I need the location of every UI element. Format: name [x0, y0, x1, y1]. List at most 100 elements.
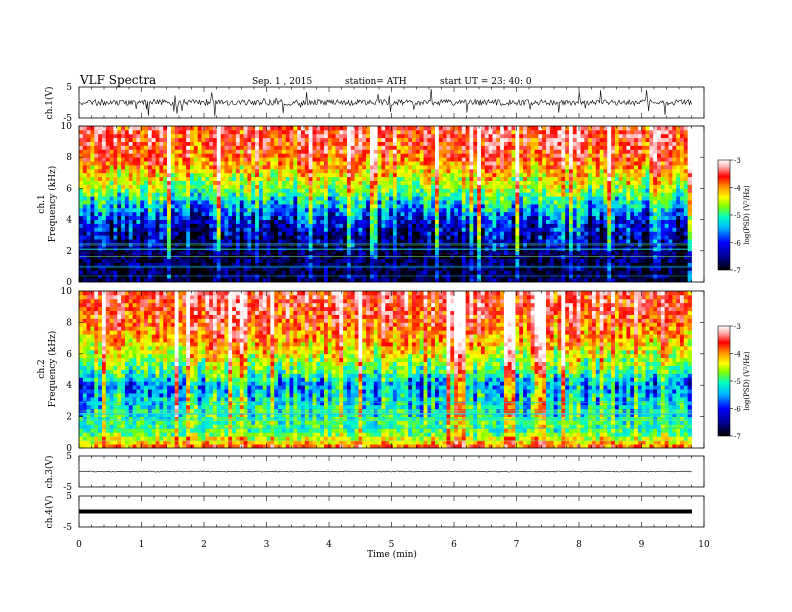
spectrogram-cell	[262, 215, 267, 220]
spectrogram-cell	[396, 274, 401, 279]
spectrogram-cell	[255, 165, 260, 170]
spectrogram-cell	[255, 172, 260, 178]
spectrogram-cell	[170, 129, 176, 135]
spectrogram-cell	[484, 223, 490, 228]
spectrogram-cell	[79, 219, 84, 224]
spectrogram-cell	[511, 215, 516, 220]
spectrogram-cell	[408, 172, 413, 178]
spectrogram-cell	[435, 172, 440, 178]
spectrogram-cell	[500, 172, 505, 178]
spectrogram-cell	[446, 149, 451, 154]
spectrogram-cell	[477, 270, 482, 275]
spectrogram-cell	[526, 227, 532, 232]
spectrogram-cell	[350, 149, 356, 154]
spectrogram-cell	[235, 129, 241, 135]
spectrogram-cell	[297, 250, 302, 256]
spectrogram-cell	[109, 250, 114, 256]
spectrogram-cell	[392, 204, 398, 209]
spectrogram-cell	[140, 211, 145, 217]
spectrogram-cell	[500, 207, 505, 213]
spectrogram-cell	[193, 223, 199, 228]
spectrogram-cell	[404, 145, 409, 150]
spectrogram-cell	[484, 180, 490, 185]
spectrogram-cell	[212, 270, 218, 275]
spectrogram-cell	[155, 157, 160, 162]
spectrogram-cell	[343, 161, 348, 166]
spectrogram-cell	[247, 204, 252, 209]
spectrogram-cell	[392, 227, 398, 232]
spectrogram-cell	[297, 149, 302, 154]
spectrogram-cell	[400, 266, 405, 271]
spectrogram-cell	[354, 278, 359, 283]
spectrogram-cell	[82, 219, 88, 224]
spectrogram-cell	[454, 235, 459, 240]
spectrogram-cell	[450, 153, 455, 158]
spectrogram-cell	[396, 231, 401, 236]
spectrogram-cell	[450, 278, 455, 283]
spectrogram-cell	[450, 196, 455, 201]
spectrogram-cell	[450, 239, 455, 244]
spectrogram-cell	[366, 149, 371, 154]
spectrogram-cell	[515, 192, 520, 197]
spectrogram-cell	[136, 223, 141, 228]
spectrogram-cell	[431, 239, 436, 244]
spectrogram-cell	[224, 204, 229, 209]
spectrogram-cell	[228, 223, 233, 228]
spectrogram-cell	[155, 274, 160, 279]
spectrogram-cell	[530, 176, 535, 181]
spectrogram-cell	[201, 235, 206, 240]
spectrogram-cell	[113, 184, 118, 189]
spectrogram-cell	[415, 231, 421, 236]
spectrogram-cell	[270, 274, 275, 279]
spectrogram-cell	[404, 137, 409, 142]
spectrogram-cell	[113, 219, 118, 224]
spectrogram-cell	[496, 231, 501, 236]
spectrogram-cell	[82, 200, 88, 205]
spectrogram-cell	[301, 141, 306, 146]
spectrogram-cell	[511, 176, 516, 181]
spectrogram-cell	[170, 227, 176, 232]
spectrogram-cell	[335, 215, 340, 220]
spectrogram-cell	[339, 239, 344, 244]
spectrogram-cell	[170, 204, 176, 209]
spectrogram-cell	[381, 207, 386, 213]
spectrogram-cell	[147, 149, 153, 154]
spectrogram-cell	[538, 176, 543, 181]
spectrogram-cell	[220, 168, 225, 174]
spectrogram-cell	[362, 250, 367, 256]
spectrogram-cell	[247, 184, 252, 189]
spectrogram-cell	[350, 235, 356, 240]
spectrogram-cell	[515, 258, 520, 263]
spectrogram-cell	[469, 161, 474, 166]
spectrogram-cell	[113, 227, 118, 232]
spectrogram-cell	[327, 258, 333, 263]
spectrogram-cell	[304, 172, 310, 178]
spectrogram-cell	[301, 211, 306, 217]
spectrogram-cell	[86, 145, 91, 150]
spectrogram-cell	[140, 192, 145, 197]
spectrogram-cell	[113, 258, 118, 263]
spectrogram-cell	[427, 207, 432, 213]
spectrogram-cell	[293, 266, 298, 271]
spectrogram-cell	[392, 211, 398, 217]
spectrogram-cell	[339, 180, 344, 185]
spectrogram-cell	[243, 278, 248, 283]
spectrogram-cell	[297, 126, 302, 131]
spectrogram-cell	[155, 184, 160, 189]
spectrogram-cell	[350, 204, 356, 209]
spectrogram-cell	[274, 266, 279, 271]
spectrogram-cell	[339, 231, 344, 236]
spectrogram-cell	[396, 196, 401, 201]
spectrogram-cell	[90, 137, 95, 142]
spectrogram-cell	[515, 133, 520, 139]
spectrogram-cell	[419, 126, 424, 131]
spectrogram-cell	[373, 137, 378, 142]
spectrogram-cell	[136, 180, 141, 185]
spectrogram-cell	[419, 129, 424, 135]
spectrogram-cell	[457, 223, 463, 228]
spectrogram-cell	[220, 141, 225, 146]
spectrogram-cell	[167, 239, 172, 244]
spectrogram-cell	[454, 184, 459, 189]
spectrogram-cell	[419, 137, 424, 142]
spectrogram-cell	[197, 149, 202, 154]
